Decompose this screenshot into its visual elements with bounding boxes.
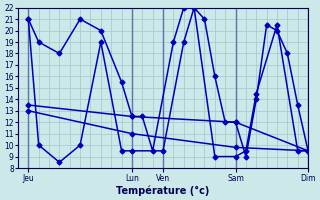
X-axis label: Température (°c): Température (°c)	[116, 185, 210, 196]
